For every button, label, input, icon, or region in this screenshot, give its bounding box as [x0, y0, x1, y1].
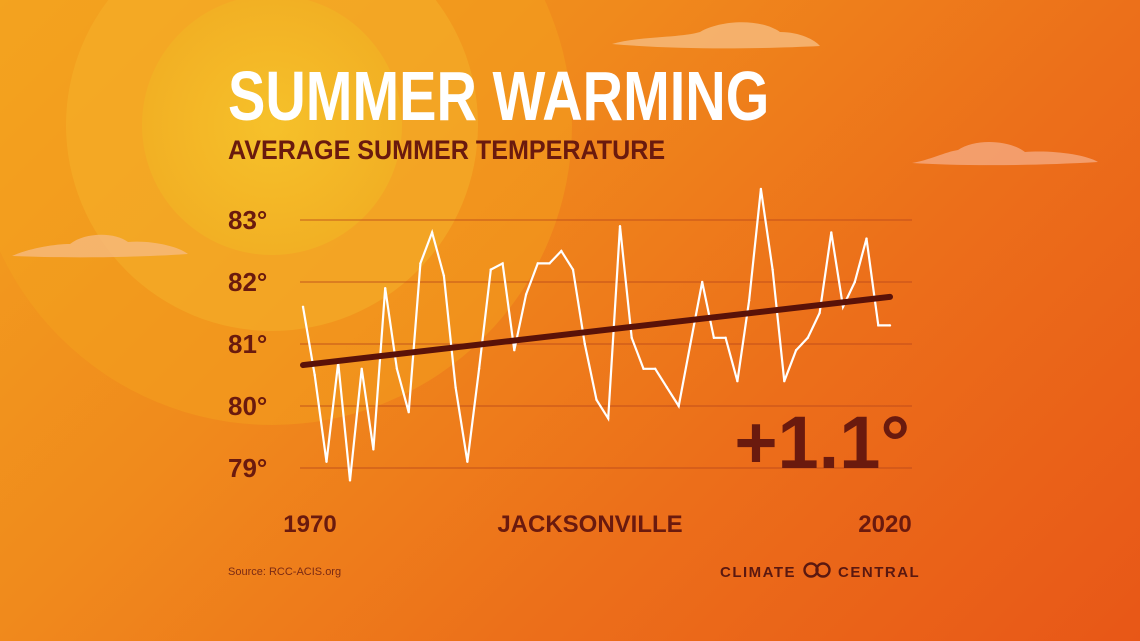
data-point	[747, 299, 751, 302]
data-point	[818, 311, 821, 315]
location-label: JACKSONVILLE	[497, 511, 682, 538]
y-axis-ticks: 83° 82° 81° 80° 79°	[228, 205, 267, 483]
data-point	[630, 336, 633, 339]
cloud-icon	[912, 141, 1098, 166]
data-point	[888, 324, 892, 327]
data-point	[419, 262, 422, 265]
y-tick-label: 79°	[228, 453, 267, 483]
y-tick-label: 83°	[228, 205, 267, 235]
page-subtitle: AVERAGE SUMMER TEMPERATURE	[228, 135, 666, 165]
y-tick-label: 81°	[228, 329, 267, 359]
data-point	[407, 411, 410, 414]
y-tick-label: 80°	[228, 391, 267, 421]
data-point	[877, 324, 880, 327]
data-point	[560, 249, 563, 253]
x-tick-label-end: 2020	[858, 511, 911, 538]
data-point	[477, 367, 481, 370]
chart-gridlines	[300, 219, 912, 469]
data-point	[618, 225, 622, 228]
trend-line	[300, 293, 893, 369]
data-point	[853, 280, 856, 284]
brand-logo: CLIMATE CENTRAL	[720, 562, 920, 582]
data-point	[571, 268, 575, 271]
data-point	[360, 367, 363, 370]
data-point	[454, 386, 457, 389]
data-point	[513, 349, 516, 352]
data-point	[783, 380, 786, 383]
data-point	[865, 237, 868, 240]
data-point	[466, 460, 469, 463]
brand-name-left: CLIMATE	[720, 563, 797, 581]
data-point	[841, 305, 845, 308]
data-point	[372, 448, 375, 451]
cloud-icon	[12, 234, 188, 258]
data-point	[677, 404, 680, 408]
climate-central-logo-icon	[802, 562, 832, 582]
data-point	[736, 380, 739, 383]
data-point	[348, 479, 352, 482]
cloud-icon	[612, 22, 820, 49]
data-point	[313, 373, 316, 377]
data-point	[489, 268, 492, 271]
data-point	[759, 187, 763, 191]
data-point	[325, 460, 328, 463]
x-tick-label-start: 1970	[283, 511, 336, 538]
sun-icon	[142, 0, 402, 255]
chart-series	[300, 187, 893, 482]
y-tick-label: 82°	[228, 267, 267, 297]
data-point	[442, 274, 446, 277]
data-point	[830, 231, 833, 234]
data-point	[301, 305, 305, 308]
data-point	[395, 367, 399, 370]
brand-name-right: CENTRAL	[838, 563, 921, 581]
data-point	[724, 336, 727, 339]
data-point	[430, 231, 434, 234]
data-point	[583, 342, 586, 346]
data-point	[595, 398, 598, 401]
data-point	[642, 367, 645, 370]
source-note: Source: RCC-ACIS.org	[228, 566, 342, 578]
data-point	[524, 293, 528, 296]
data-point	[536, 262, 539, 265]
data-point	[665, 386, 669, 389]
data-point	[794, 349, 798, 352]
data-point	[701, 280, 704, 284]
page-title: SUMMER WARMING	[228, 57, 770, 135]
change-label: +1.1°	[734, 401, 910, 484]
data-point	[771, 268, 774, 271]
data-point	[712, 336, 716, 339]
data-point	[607, 417, 610, 420]
data-point	[501, 262, 504, 265]
data-point	[806, 336, 809, 339]
data-point	[384, 287, 387, 290]
data-point	[654, 367, 657, 370]
data-point	[689, 342, 692, 346]
data-point	[548, 262, 551, 265]
